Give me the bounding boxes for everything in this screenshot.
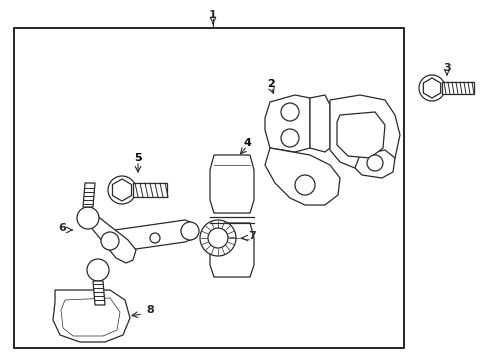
- Text: 7: 7: [247, 231, 255, 241]
- Circle shape: [87, 259, 109, 281]
- Circle shape: [200, 220, 236, 256]
- Polygon shape: [133, 183, 167, 197]
- Circle shape: [181, 222, 199, 240]
- Polygon shape: [209, 155, 253, 213]
- Text: 8: 8: [146, 305, 154, 315]
- Circle shape: [108, 176, 136, 204]
- Polygon shape: [53, 290, 130, 342]
- Circle shape: [366, 155, 382, 171]
- Circle shape: [281, 103, 298, 121]
- Polygon shape: [61, 298, 120, 336]
- Text: 2: 2: [266, 79, 274, 89]
- Circle shape: [418, 75, 444, 101]
- Polygon shape: [83, 183, 95, 207]
- Circle shape: [77, 207, 99, 229]
- Polygon shape: [329, 95, 399, 170]
- Polygon shape: [309, 95, 329, 152]
- Text: 4: 4: [243, 138, 250, 148]
- Circle shape: [294, 175, 314, 195]
- Polygon shape: [354, 150, 394, 178]
- Polygon shape: [105, 220, 195, 252]
- Polygon shape: [90, 215, 136, 263]
- Polygon shape: [209, 223, 253, 277]
- Circle shape: [67, 304, 83, 320]
- Circle shape: [150, 233, 160, 243]
- Circle shape: [281, 129, 298, 147]
- Bar: [14, 28, 403, 348]
- Polygon shape: [264, 95, 309, 152]
- Text: 1: 1: [209, 10, 217, 20]
- Polygon shape: [423, 78, 440, 98]
- Circle shape: [207, 228, 227, 248]
- Circle shape: [101, 232, 119, 250]
- Polygon shape: [93, 281, 105, 305]
- Text: 6: 6: [58, 223, 66, 233]
- Polygon shape: [112, 179, 131, 201]
- Polygon shape: [441, 82, 473, 94]
- Polygon shape: [264, 148, 339, 205]
- Text: 5: 5: [134, 153, 142, 163]
- Polygon shape: [336, 112, 384, 158]
- Text: 3: 3: [442, 63, 450, 73]
- Circle shape: [96, 311, 114, 329]
